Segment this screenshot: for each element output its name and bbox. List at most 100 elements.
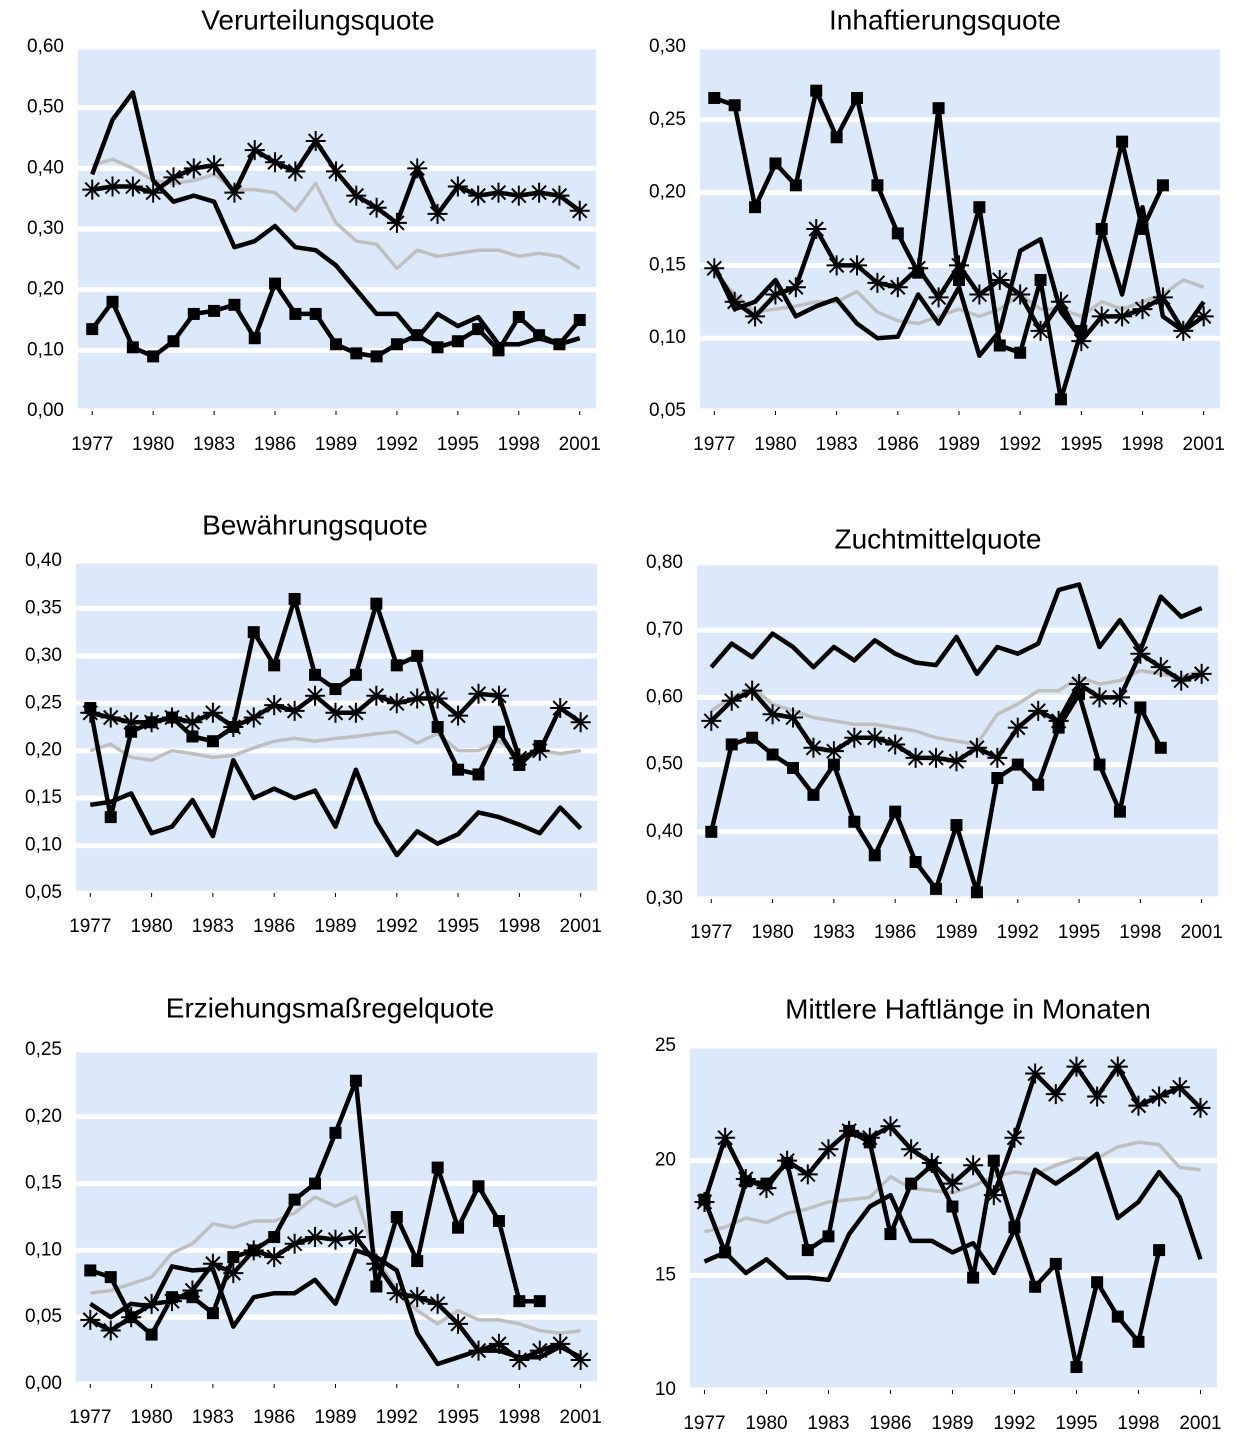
x-tick-label: 1998 — [1121, 434, 1163, 455]
star-marker — [468, 185, 489, 206]
chart-panel: Verurteilungsquote 0,00 0,10 0,20 0,30 0,40 0,… — [27, 4, 601, 455]
star-marker — [325, 161, 346, 182]
star-marker — [366, 1253, 387, 1274]
star-marker — [905, 747, 926, 768]
square-marker — [329, 338, 342, 351]
x-tick-label: 1992 — [376, 916, 418, 937]
star-marker — [325, 702, 346, 723]
x-tick-label: 1983 — [813, 922, 855, 943]
x-tick-label: 1977 — [69, 1407, 111, 1428]
square-marker — [186, 730, 199, 743]
star-marker — [1107, 1056, 1128, 1077]
star-marker — [880, 1116, 901, 1137]
square-marker — [208, 304, 221, 317]
star-marker — [966, 737, 987, 758]
star-marker — [946, 751, 967, 772]
x-tick-label: 1977 — [69, 916, 111, 937]
square-marker — [411, 329, 424, 342]
square-marker — [871, 179, 884, 192]
square-marker — [411, 649, 424, 662]
x-tick-label: 1989 — [935, 922, 977, 943]
star-marker — [305, 131, 326, 152]
star-marker — [570, 1349, 591, 1370]
star-marker — [1045, 1084, 1066, 1105]
square-marker — [248, 332, 261, 345]
star-marker — [694, 1191, 715, 1212]
star-marker — [202, 1253, 223, 1274]
square-marker — [848, 815, 861, 828]
x-tick-label: 1986 — [874, 922, 916, 943]
x-tick-label: 1980 — [130, 916, 172, 937]
square-marker — [309, 1177, 322, 1190]
y-tick-label: 0,00 — [25, 1373, 62, 1394]
square-marker — [1070, 1361, 1083, 1374]
x-tick-label: 1977 — [693, 434, 735, 455]
square-marker — [1154, 741, 1167, 754]
x-tick-label: 2001 — [559, 434, 601, 455]
y-tick-label: 0,20 — [25, 740, 62, 761]
star-marker — [756, 1178, 777, 1199]
square-marker — [513, 1295, 526, 1308]
square-marker — [472, 323, 485, 336]
star-marker — [1087, 1086, 1108, 1107]
chart-title: Zuchtmittelquote — [835, 523, 1042, 554]
y-tick-label: 0,10 — [649, 327, 686, 348]
star-marker — [468, 1340, 489, 1361]
square-marker — [930, 882, 943, 895]
star-marker — [80, 702, 101, 723]
square-marker — [1116, 135, 1129, 148]
y-tick-label: 0,15 — [25, 1173, 62, 1194]
square-marker — [573, 314, 586, 326]
star-marker — [1171, 670, 1192, 691]
star-marker — [121, 1307, 142, 1328]
x-tick-label: 1983 — [807, 1413, 849, 1434]
square-marker — [431, 1161, 444, 1174]
square-marker — [431, 721, 444, 733]
star-marker — [818, 1139, 839, 1160]
y-tick-label: 25 — [655, 1035, 676, 1056]
star-marker — [926, 747, 947, 768]
square-marker — [206, 1307, 219, 1320]
x-tick-label: 1980 — [751, 922, 793, 943]
square-marker — [268, 1231, 281, 1244]
square-marker — [288, 592, 301, 605]
star-marker — [509, 1349, 530, 1370]
star-marker — [1112, 306, 1133, 327]
y-tick-label: 0,05 — [649, 400, 686, 421]
x-tick-label: 1995 — [1060, 434, 1102, 455]
star-marker — [386, 1283, 407, 1304]
star-marker — [1109, 687, 1130, 708]
x-tick-label: 1986 — [254, 434, 296, 455]
square-marker — [787, 761, 800, 774]
chart-title: Inhaftierungsquote — [829, 4, 1061, 35]
star-marker — [721, 690, 742, 711]
square-marker — [370, 597, 383, 610]
star-marker — [735, 1169, 756, 1190]
star-marker — [447, 176, 468, 197]
x-tick-label: 1995 — [437, 1407, 479, 1428]
square-marker — [492, 1215, 505, 1228]
star-marker — [162, 1291, 183, 1312]
square-marker — [247, 626, 260, 639]
x-tick-label: 1989 — [315, 434, 357, 455]
square-marker — [851, 91, 864, 104]
y-tick-label: 0,30 — [27, 218, 64, 239]
square-marker — [167, 335, 180, 348]
square-marker — [1132, 1335, 1145, 1348]
square-marker — [830, 131, 843, 144]
star-marker — [1010, 284, 1031, 305]
square-marker — [147, 350, 160, 363]
y-tick-label: 0,60 — [27, 36, 64, 57]
star-marker — [570, 712, 591, 733]
x-tick-label: 1980 — [754, 434, 796, 455]
square-marker — [1011, 758, 1024, 771]
square-marker — [1091, 1276, 1104, 1289]
y-tick-label: 0,50 — [27, 97, 64, 118]
square-marker — [269, 277, 282, 290]
star-marker — [100, 707, 121, 728]
star-marker — [223, 717, 244, 737]
y-tick-label: 20 — [655, 1150, 676, 1171]
square-marker — [810, 84, 823, 97]
x-tick-label: 1998 — [1117, 1413, 1159, 1434]
square-marker — [1156, 179, 1169, 192]
